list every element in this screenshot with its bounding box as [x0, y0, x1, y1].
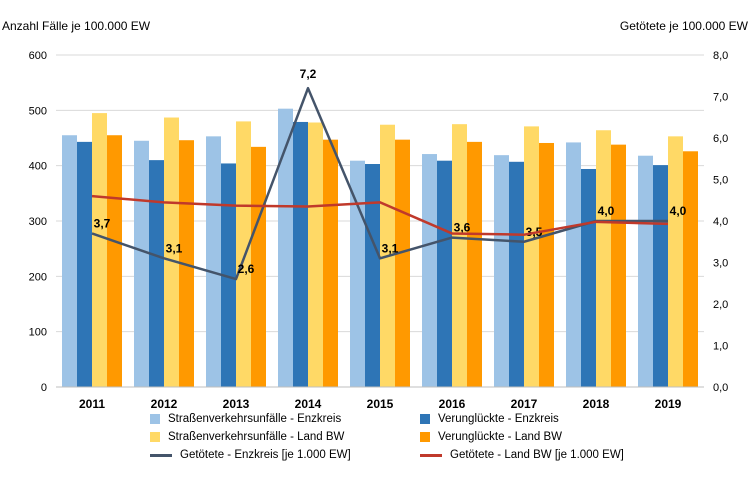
bar — [134, 140, 149, 387]
legend-label: Verunglückte - Enzkreis — [438, 413, 559, 425]
bar — [509, 161, 524, 387]
bar — [350, 160, 365, 387]
bar — [308, 122, 323, 388]
data-label: 4,0 — [598, 204, 615, 218]
y-right-tick-label: 8,0 — [713, 50, 728, 62]
y-left-tick-label: 300 — [29, 216, 47, 228]
bar — [638, 155, 653, 387]
data-label: 3,6 — [454, 221, 471, 235]
series-line — [91, 86, 668, 281]
y-left-tick-label: 200 — [29, 271, 47, 283]
y-right-tick-label: 5,0 — [713, 175, 728, 187]
legend-item: Getötete - Land BW [je 1.000 EW] — [420, 449, 624, 461]
y-axis-left-title: Anzahl Fälle je 100.000 EW — [2, 19, 151, 33]
data-label: 7,2 — [300, 67, 317, 81]
bar — [524, 126, 539, 387]
bar — [611, 144, 626, 387]
y-right-tick-label: 2,0 — [713, 299, 728, 311]
y-left-tick-label: 400 — [29, 161, 47, 173]
x-tick-label: 2011 — [79, 397, 105, 411]
legend-item: Verunglückte - Land BW — [420, 431, 562, 443]
bar — [323, 139, 338, 387]
y-right-tick-label: 1,0 — [713, 341, 728, 353]
legend-label: Getötete - Enzkreis [je 1.000 EW] — [180, 449, 351, 461]
y-left-tick-label: 500 — [29, 105, 47, 117]
bar — [437, 160, 452, 387]
y-right-tick-label: 6,0 — [713, 133, 728, 145]
bar — [422, 154, 437, 387]
data-label: 3,1 — [382, 241, 399, 255]
bar — [467, 141, 482, 387]
y-left-tick-label: 600 — [29, 50, 47, 62]
x-tick-label: 2018 — [583, 397, 610, 411]
bar — [164, 117, 179, 387]
legend-label: Getötete - Land BW [je 1.000 EW] — [450, 449, 624, 461]
bar — [596, 130, 611, 387]
x-tick-label: 2019 — [655, 397, 682, 411]
bar — [221, 163, 236, 387]
bar — [236, 121, 251, 388]
x-tick-label: 2013 — [223, 397, 250, 411]
legend-swatch — [150, 432, 160, 442]
bar — [566, 142, 581, 387]
bar — [77, 141, 92, 387]
y-right-tick-label: 0,0 — [713, 382, 728, 394]
legend-label: Straßenverkehrsunfälle - Enzkreis — [168, 413, 342, 425]
bar — [278, 108, 293, 387]
legend-item: Getötete - Enzkreis [je 1.000 EW] — [150, 449, 351, 461]
bar — [494, 155, 509, 387]
bar — [668, 136, 683, 387]
legend-label: Verunglückte - Land BW — [438, 431, 563, 443]
bar — [395, 139, 410, 387]
data-label: 2,6 — [238, 262, 255, 276]
series-line — [91, 194, 669, 236]
legend-swatch — [150, 414, 160, 424]
x-tick-label: 2017 — [511, 397, 538, 411]
bar — [149, 160, 164, 387]
bar — [293, 121, 308, 387]
legend-swatch — [420, 414, 430, 424]
y-right-tick-label: 7,0 — [713, 92, 728, 104]
y-left-tick-label: 0 — [41, 382, 47, 394]
x-tick-label: 2016 — [439, 397, 466, 411]
legend-swatch — [420, 432, 430, 442]
y-right-tick-label: 3,0 — [713, 258, 728, 270]
bar — [539, 142, 554, 387]
data-label: 3,7 — [94, 216, 111, 230]
y-left-tick-label: 100 — [29, 327, 47, 339]
data-label: 4,0 — [670, 204, 687, 218]
legend-item: Straßenverkehrsunfälle - Enzkreis — [150, 413, 341, 425]
x-tick-label: 2015 — [367, 397, 394, 411]
y-axis-right-title: Getötete je 100.000 EW — [619, 19, 748, 33]
bar — [62, 135, 77, 387]
bar — [206, 136, 221, 387]
x-tick-label: 2014 — [295, 397, 322, 411]
bar — [365, 164, 380, 387]
legend-label: Straßenverkehrsunfälle - Land BW — [168, 431, 345, 443]
y-right-tick-label: 4,0 — [713, 216, 728, 228]
legend-swatch — [150, 453, 172, 457]
data-label: 3,1 — [166, 241, 183, 255]
legend-item: Straßenverkehrsunfälle - Land BW — [150, 431, 344, 443]
bar — [107, 135, 122, 387]
bar — [452, 124, 467, 388]
bar — [92, 113, 107, 387]
x-tick-label: 2012 — [151, 397, 178, 411]
bar — [653, 165, 668, 387]
legend-swatch — [420, 453, 442, 457]
bar — [581, 168, 596, 387]
legend-item: Verunglückte - Enzkreis — [420, 413, 559, 425]
bar — [683, 151, 698, 387]
